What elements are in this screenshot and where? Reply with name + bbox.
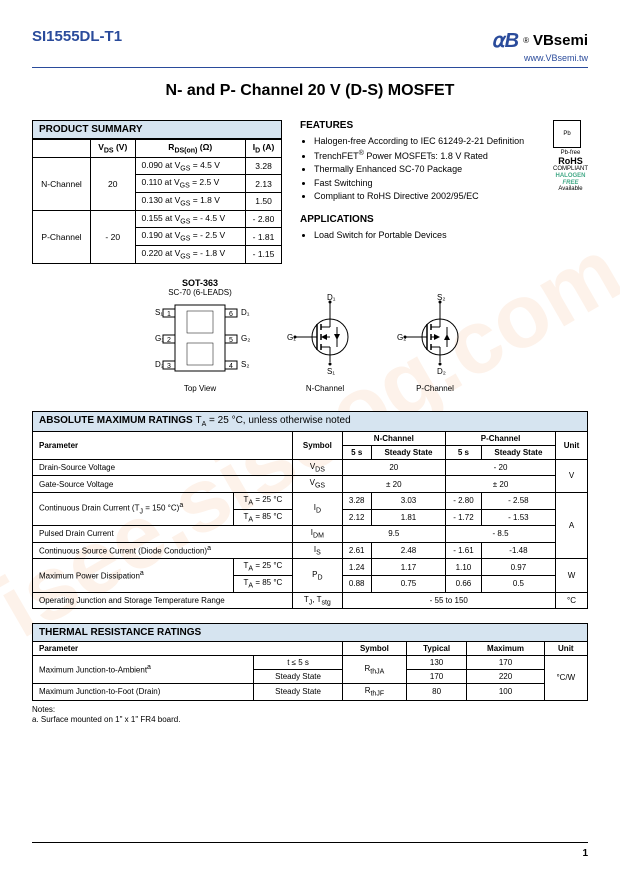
features-list: Halogen-free According to IEC 61249-2-21… <box>300 135 588 204</box>
compliance-badges: Pb Pb-free RoHS COMPLIANT HALOGEN FREE A… <box>553 120 588 193</box>
svg-text:S₁: S₁ <box>327 367 335 376</box>
trr-title: THERMAL RESISTANCE RATINGS <box>32 623 588 641</box>
logo-area: ⍺B® VBsemi www.VBsemi.tw <box>491 28 588 63</box>
svg-text:S₁: S₁ <box>155 308 163 317</box>
product-summary-title: PRODUCT SUMMARY <box>32 120 282 139</box>
diagram-section: SOT-363 SC-70 (6-LEADS) S₁1 G₁2 D₂3 6D₁ … <box>32 278 588 393</box>
svg-text:D₁: D₁ <box>327 293 336 302</box>
svg-text:G₂: G₂ <box>241 334 250 343</box>
applications-title: APPLICATIONS <box>300 214 588 225</box>
page-number: 1 <box>582 848 588 859</box>
logo-icon: ⍺B <box>491 28 519 53</box>
brand-url: www.VBsemi.tw <box>491 53 588 63</box>
part-number: SI1555DL-T1 <box>32 28 122 45</box>
package-diagram: SOT-363 SC-70 (6-LEADS) S₁1 G₁2 D₂3 6D₁ … <box>145 278 255 393</box>
brand-text: VBsemi <box>533 32 588 49</box>
svg-text:6: 6 <box>229 311 233 318</box>
svg-text:5: 5 <box>229 337 233 344</box>
footer-rule <box>32 842 588 843</box>
pchannel-symbol: S₂ G₂ D₂ P-Channel <box>395 292 475 393</box>
trr-table: ParameterSymbolTypicalMaximumUnit Maximu… <box>32 641 588 701</box>
amr-table: Parameter Symbol N-Channel P-Channel Uni… <box>32 431 588 609</box>
features-title: FEATURES <box>300 120 588 131</box>
pbfree-icon: Pb <box>553 120 581 148</box>
svg-text:D₁: D₁ <box>241 308 250 317</box>
svg-text:2: 2 <box>167 337 171 344</box>
page-title: N- and P- Channel 20 V (D-S) MOSFET <box>32 82 588 100</box>
svg-text:G₁: G₁ <box>287 333 296 342</box>
product-summary-table: VDS (V) RDS(on) (Ω) ID (A) N-Channel200.… <box>32 139 282 264</box>
svg-text:G₂: G₂ <box>397 333 406 342</box>
svg-text:S₂: S₂ <box>437 293 445 302</box>
svg-text:D₂: D₂ <box>437 367 446 376</box>
svg-text:1: 1 <box>167 311 171 318</box>
applications-list: Load Switch for Portable Devices <box>300 229 588 243</box>
page-header: SI1555DL-T1 ⍺B® VBsemi www.VBsemi.tw <box>32 28 588 68</box>
notes: Notes: a. Surface mounted on 1" x 1" FR4… <box>32 705 588 726</box>
amr-title: ABSOLUTE MAXIMUM RATINGS TA = 25 °C, unl… <box>32 411 588 431</box>
svg-text:3: 3 <box>167 363 171 370</box>
svg-text:S₂: S₂ <box>241 360 249 369</box>
svg-text:4: 4 <box>229 363 233 370</box>
nchannel-symbol: D₁ G₁ S₁ N-Channel <box>285 292 365 393</box>
